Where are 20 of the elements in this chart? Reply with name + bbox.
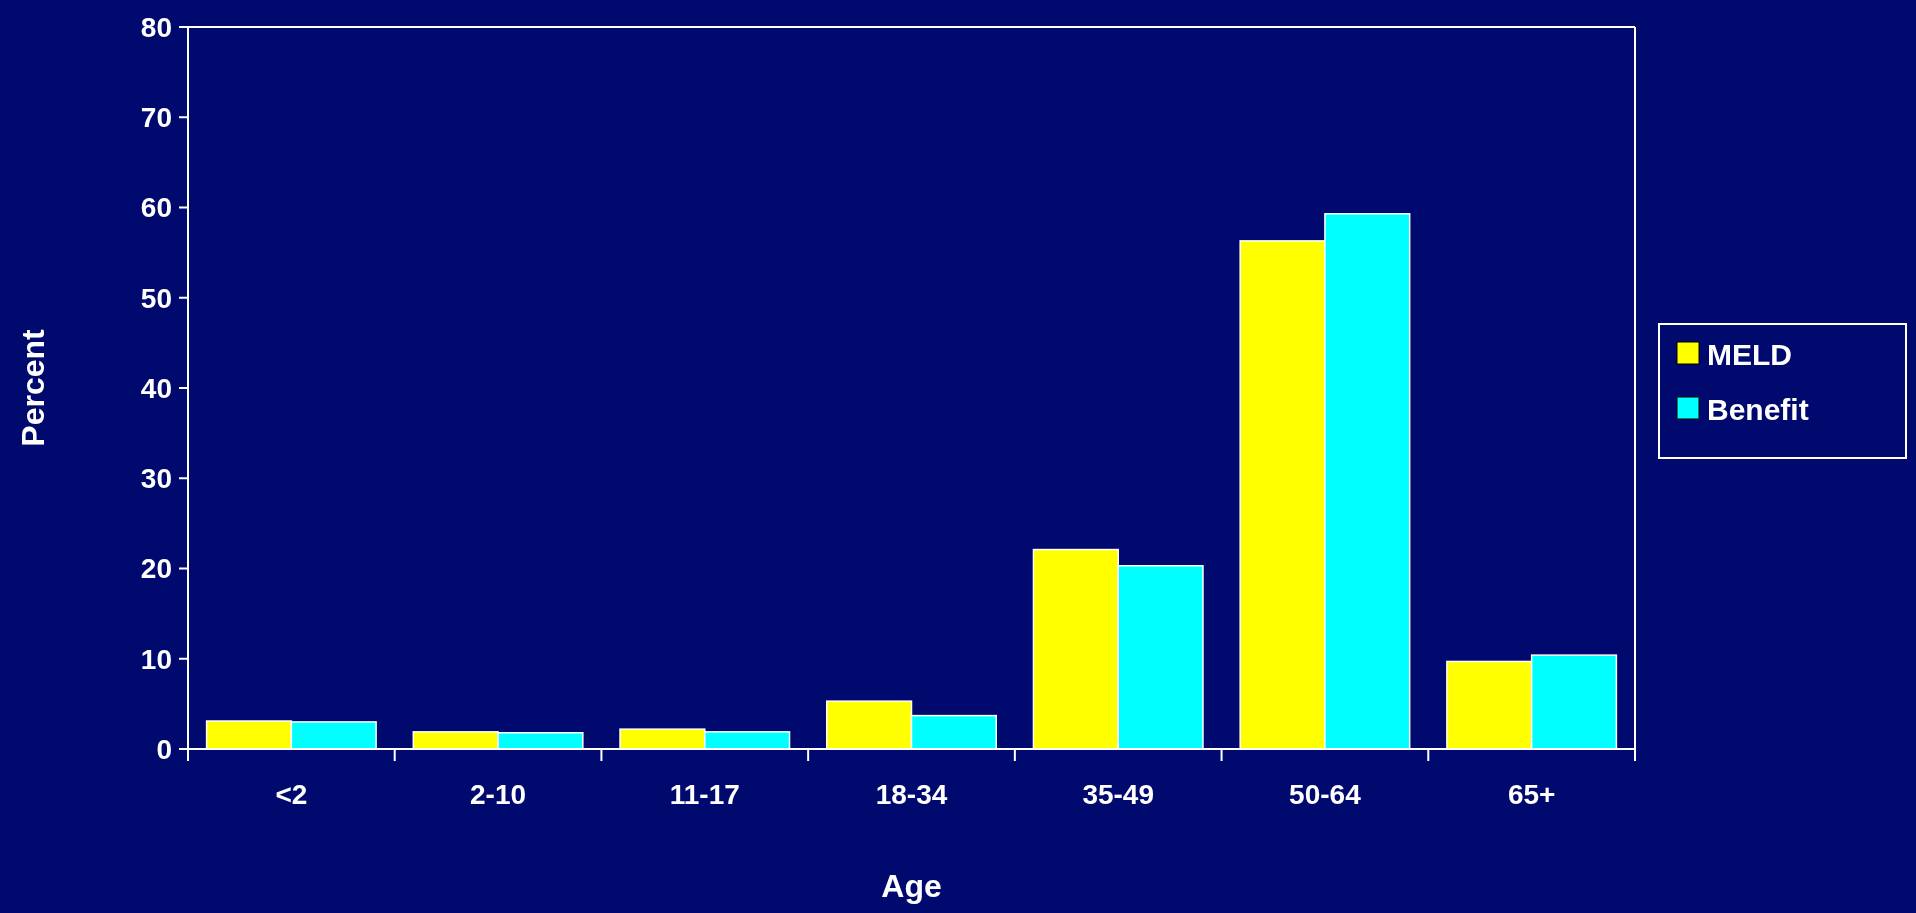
- y-tick-label: 30: [140, 463, 172, 495]
- legend-label: Benefit: [1707, 392, 1809, 426]
- y-tick-label: 70: [140, 102, 172, 134]
- x-tick-label: 50-64: [1289, 779, 1362, 810]
- y-tick-label: 10: [140, 643, 172, 675]
- y-tick-label: 40: [140, 372, 172, 404]
- y-tick-label: 80: [140, 11, 172, 43]
- y-tick-label: 50: [140, 282, 172, 314]
- y-tick-label: 0: [156, 733, 172, 765]
- legend-label: MELD: [1707, 337, 1792, 371]
- x-tick-label: 65+: [1507, 779, 1556, 810]
- x-tick-label: 11-17: [669, 779, 740, 810]
- y-axis-title: Percent: [15, 328, 51, 447]
- x-axis-title: Age: [881, 868, 942, 904]
- x-tick-label: <2: [275, 779, 308, 810]
- y-tick-label: 60: [140, 192, 172, 224]
- x-tick-label: 35-49: [1082, 779, 1155, 810]
- y-tick-label: 20: [140, 553, 172, 585]
- x-tick-label: 2-10: [470, 779, 527, 810]
- x-tick-label: 18-34: [875, 779, 948, 810]
